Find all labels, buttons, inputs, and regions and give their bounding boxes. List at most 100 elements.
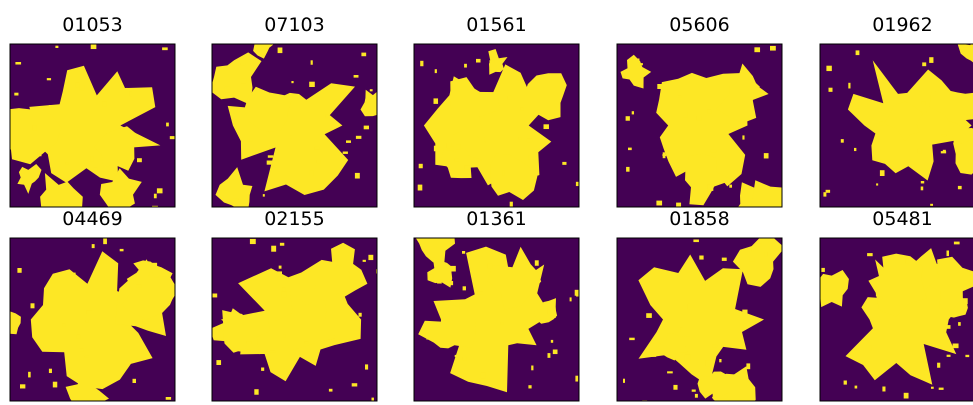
mask-speck — [434, 146, 439, 152]
mask-speck — [32, 125, 36, 130]
mask-speck — [712, 345, 717, 348]
mask-speck — [166, 397, 171, 400]
mask-speck — [94, 167, 97, 172]
mask-speck — [354, 75, 359, 78]
mask-speck — [450, 147, 454, 151]
mask-speck — [304, 341, 308, 343]
mask-speck — [364, 126, 369, 130]
mask-speck — [562, 162, 566, 165]
mask-speck — [844, 381, 847, 385]
mask-speck — [905, 259, 909, 264]
mask-speck — [953, 344, 959, 349]
mask-speck — [309, 82, 315, 87]
mask-speck — [667, 371, 673, 373]
mask-speck — [325, 115, 329, 118]
panel-title: 02155 — [264, 208, 324, 230]
mask-speck — [120, 249, 124, 251]
mask-speck — [233, 199, 239, 201]
mask-speck — [420, 61, 423, 66]
mask-speck — [922, 111, 927, 113]
mask-blob — [749, 180, 796, 231]
mask-speck — [476, 59, 481, 63]
mask-speck — [15, 62, 21, 65]
panel: 01361 — [412, 208, 580, 401]
mask-speck — [527, 139, 533, 142]
mask-speck — [657, 84, 662, 89]
panel-title: 04469 — [62, 208, 122, 230]
mask-speck — [626, 167, 629, 172]
mask-speck — [279, 266, 282, 269]
mask-speck — [946, 325, 951, 329]
mask-speck — [856, 50, 860, 55]
mask-speck — [291, 81, 293, 83]
mask-speck — [53, 382, 57, 388]
mask-speck — [263, 194, 265, 197]
mask-speck — [268, 155, 274, 157]
mask-speck — [707, 110, 711, 114]
mask-speck — [729, 185, 732, 188]
mask-speck — [10, 145, 13, 150]
mask-speck — [55, 46, 58, 48]
mask-speck — [821, 268, 824, 272]
mask-speck — [277, 271, 282, 276]
mask-speck — [550, 315, 555, 318]
mask-speck — [20, 384, 25, 388]
mask-speck — [921, 361, 926, 363]
mask-speck — [241, 63, 246, 65]
panel-title: 01962 — [872, 14, 932, 36]
mask-speck — [102, 101, 106, 106]
mask-speck — [249, 139, 252, 142]
mask-speck — [696, 116, 701, 121]
mask-speck — [85, 320, 88, 323]
mask-speck — [271, 246, 276, 252]
mask-speck — [154, 194, 157, 199]
mask-speck — [314, 147, 319, 150]
mask-speck — [368, 255, 373, 260]
mask-speck — [548, 353, 551, 358]
mask-speck — [261, 368, 264, 371]
mask-speck — [921, 181, 924, 183]
mask-speck — [854, 148, 856, 151]
mask-speck — [508, 96, 512, 100]
mask-speck — [166, 123, 169, 127]
mask-speck — [142, 326, 148, 329]
mask-speck — [290, 135, 293, 138]
mask-speck — [882, 387, 885, 392]
mask-speck — [280, 243, 284, 246]
mask-speck — [124, 190, 126, 196]
mask-speck — [553, 350, 558, 355]
mask-speck — [663, 152, 666, 158]
mask-speck — [673, 385, 677, 390]
mask-speck — [742, 135, 744, 139]
panel-title: 01361 — [466, 208, 526, 230]
mask-speck — [921, 187, 924, 191]
mask-speck — [355, 267, 358, 270]
mask-speck — [80, 348, 84, 351]
mask-speck — [924, 370, 928, 374]
mask-speck — [283, 334, 285, 338]
mask-speck — [85, 356, 89, 358]
mask-speck — [270, 351, 276, 353]
panel: 01858 — [617, 208, 785, 405]
mask-speck — [531, 366, 533, 371]
mask-speck — [254, 389, 258, 395]
mask-speck — [770, 46, 776, 51]
mask-speck — [841, 139, 844, 143]
mask-speck — [170, 136, 175, 139]
panel: 05481 — [818, 208, 973, 401]
mask-speck — [678, 95, 682, 97]
mask-speck — [711, 150, 717, 153]
mask-speck — [575, 376, 578, 382]
mask-speck — [241, 79, 247, 84]
mask-speck — [450, 281, 453, 285]
mask-speck — [751, 246, 754, 251]
mask-speck — [683, 112, 688, 117]
mask-speck — [151, 263, 157, 267]
mask-speck — [246, 341, 251, 343]
mask-speck — [764, 153, 769, 158]
mask-speck — [133, 379, 136, 383]
mask-speck — [363, 260, 366, 262]
mask-speck — [31, 303, 35, 308]
mask-speck — [359, 313, 362, 317]
mask-speck — [929, 57, 933, 63]
